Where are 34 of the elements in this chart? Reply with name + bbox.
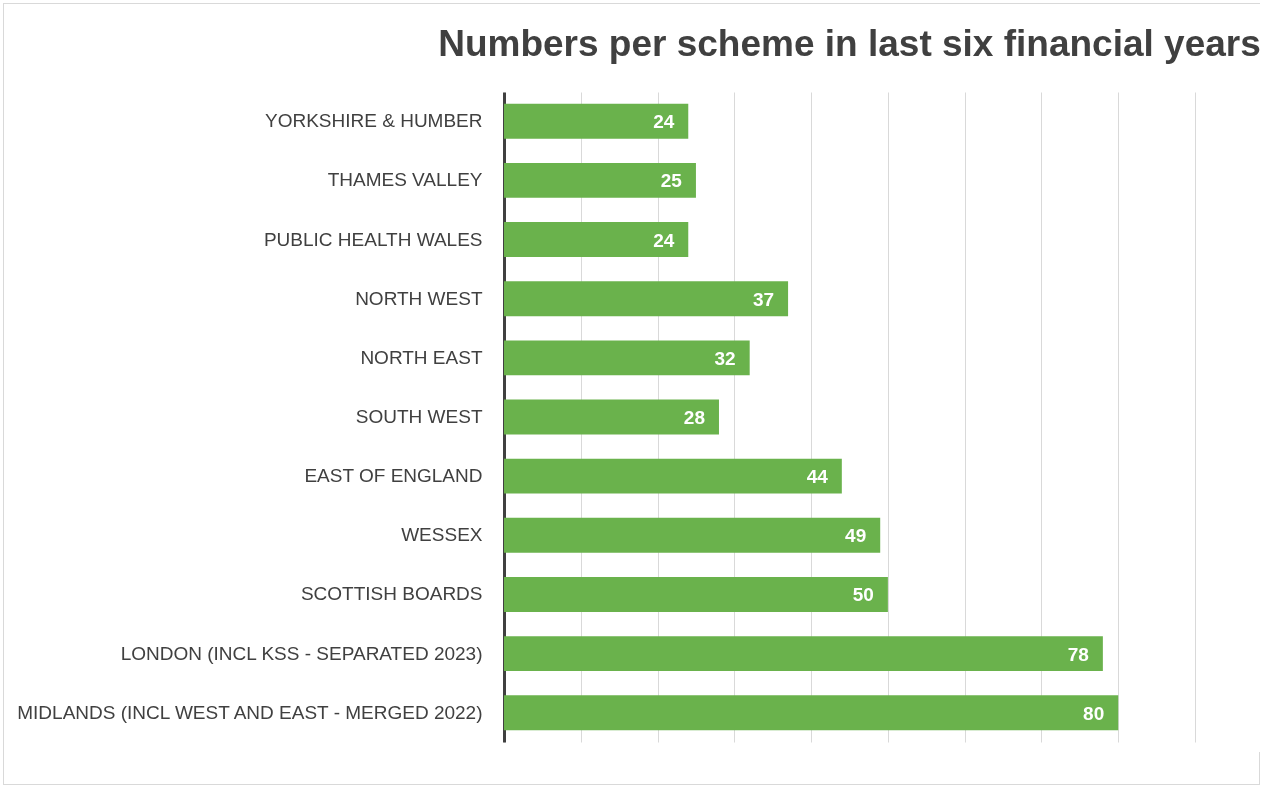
data-label: 24 xyxy=(653,111,675,133)
bar xyxy=(504,222,689,258)
bar xyxy=(504,399,719,435)
bar xyxy=(504,281,789,317)
y-tick-label: NORTH WEST xyxy=(355,287,483,309)
y-tick-label: MIDLANDS (INCL WEST AND EAST - MERGED 2022) xyxy=(17,701,483,723)
bar xyxy=(504,636,1103,672)
chart-title: Numbers per scheme in last six financial years xyxy=(438,23,1261,64)
data-label: 50 xyxy=(852,584,874,606)
bar xyxy=(504,340,750,376)
y-tick-label: LONDON (INCL KSS - SEPARATED 2023) xyxy=(120,642,483,664)
data-label: 37 xyxy=(752,288,775,310)
data-label: 24 xyxy=(653,229,675,251)
data-label: 78 xyxy=(1067,643,1089,665)
data-label: 28 xyxy=(683,407,705,428)
y-tick-label: NORTH EAST xyxy=(360,346,483,368)
y-tick-label: THAMES VALLEY xyxy=(327,169,483,191)
y-tick-label: PUBLIC HEALTH WALES xyxy=(263,228,483,250)
y-tick-label: WESSEX xyxy=(401,524,483,546)
bar xyxy=(504,517,881,553)
bar xyxy=(504,162,696,198)
data-label: 80 xyxy=(1083,702,1105,724)
data-label: 49 xyxy=(845,525,867,547)
y-tick-label: SOUTH WEST xyxy=(355,406,483,427)
y-tick-label: SCOTTISH BOARDS xyxy=(300,583,483,605)
data-label: 25 xyxy=(660,170,683,192)
bar xyxy=(504,576,888,612)
bar xyxy=(504,458,842,494)
data-label: 32 xyxy=(714,347,736,369)
y-tick-label: YORKSHIRE & HUMBER xyxy=(265,110,483,132)
data-label: 44 xyxy=(806,466,829,488)
bar xyxy=(504,103,689,139)
y-tick-label: EAST OF ENGLAND xyxy=(304,465,483,487)
bar xyxy=(504,695,1119,731)
